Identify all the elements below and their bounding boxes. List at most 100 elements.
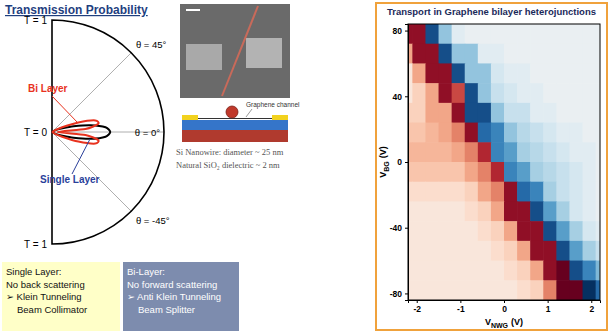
heatmap-cell: [569, 182, 583, 202]
heatmap-cell: [517, 221, 531, 241]
heatmap-cell: [583, 241, 597, 261]
tick-mark: [405, 162, 408, 163]
heatmap-cell: [596, 63, 600, 83]
tick-label: -2: [413, 304, 421, 314]
heatmap-cell: [439, 162, 453, 182]
note-box: Bi-Layer:No forward scattering➢ Anti Kle…: [123, 262, 239, 331]
heatmap-cell: [596, 280, 600, 300]
heatmap-cell: [478, 44, 492, 64]
heatmap-cell: [478, 103, 492, 123]
heatmap-cell: [556, 241, 570, 261]
heatmap-cell: [596, 44, 600, 64]
heatmap-cell: [556, 261, 570, 281]
axis-title-unit: (V): [378, 146, 388, 158]
heatmap-cell: [425, 103, 439, 123]
theta-tick-label: θ = 45°: [136, 39, 167, 50]
heatmap-cell: [452, 280, 466, 300]
tick-label: 2: [589, 304, 594, 314]
heatmap-cell: [412, 24, 426, 44]
heatmap-cell: [478, 162, 492, 182]
tick-mark: [405, 293, 408, 294]
heatmap-cell: [517, 261, 531, 281]
heatmap-cell: [425, 142, 439, 162]
heatmap-cell: [425, 182, 439, 202]
heatmap-cell: [530, 83, 544, 103]
note-line: ➢ Klein Tunneling: [6, 291, 82, 302]
heatmap-cell: [465, 83, 479, 103]
heatmap-cell: [517, 201, 531, 221]
heatmap-cell: [583, 24, 597, 44]
y-axis: -80-4004080: [390, 25, 409, 301]
heatmap-cell: [556, 123, 570, 143]
heatmap-cell: [425, 24, 439, 44]
heatmap-cell: [452, 162, 466, 182]
heatmap-cell: [556, 142, 570, 162]
heatmap-cell: [439, 201, 453, 221]
note-line: Beam Splitter: [138, 304, 195, 315]
y-axis-title: VBG(V): [378, 146, 390, 178]
heatmap-cell: [543, 83, 557, 103]
heatmap-cell: [530, 201, 544, 221]
heatmap-cell: [583, 201, 597, 221]
polar-plot: [52, 20, 164, 244]
label-pointer: [246, 109, 252, 117]
heatmap-cell: [491, 261, 505, 281]
heatmap-cell: [569, 241, 583, 261]
heatmap-cell: [530, 24, 544, 44]
heatmap-cell: [530, 103, 544, 123]
heatmap-cell: [569, 261, 583, 281]
heatmap-cell: [543, 201, 557, 221]
heatmap-cell: [425, 63, 439, 83]
heatmap-cell: [465, 142, 479, 162]
tick-mark: [417, 300, 418, 303]
heatmap-cell: [583, 63, 597, 83]
heatmap-cell: [543, 261, 557, 281]
heatmap-cell: [517, 241, 531, 261]
heatmap-cell: [543, 221, 557, 241]
heatmap-cell: [425, 44, 439, 64]
sem-background: [180, 4, 290, 98]
tick: -80: [390, 289, 408, 299]
heatmap-cell: [452, 103, 466, 123]
tick-mark: [405, 96, 408, 97]
heatmap-cell: [439, 83, 453, 103]
heatmap-cell: [412, 142, 426, 162]
heatmap-cell: [425, 83, 439, 103]
heatmap-cell: [596, 201, 600, 221]
heatmap-cell: [478, 221, 492, 241]
heatmap-cell: [556, 162, 570, 182]
note-line: ➢ Anti Klein Tunneling: [127, 291, 221, 302]
heatmap-cell: [412, 83, 426, 103]
slide: Transmission ProbabilityT = 0T = 1T = 1θ…: [0, 0, 610, 333]
heatmap-cell: [596, 241, 600, 261]
note-line: Beam Collimator: [17, 304, 87, 315]
heatmap-cell: [491, 241, 505, 261]
tick: 2: [589, 300, 594, 314]
heatmap-cell: [504, 24, 518, 44]
heatmap-cell: [543, 24, 557, 44]
heatmap-cell: [491, 182, 505, 202]
heatmap-cell: [504, 103, 518, 123]
heatmap-cell: [425, 241, 439, 261]
heatmap-cell: [412, 221, 426, 241]
heatmap-cell: [412, 162, 426, 182]
heatmap-cell: [478, 142, 492, 162]
heatmap-cell: [452, 142, 466, 162]
heatmap-cell: [556, 280, 570, 300]
heatmap-cell: [412, 63, 426, 83]
heatmap-cell: [452, 24, 466, 44]
heatmap-cell: [412, 123, 426, 143]
heatmap-cell: [543, 280, 557, 300]
heatmap-cell: [583, 123, 597, 143]
heatmap-cell: [465, 24, 479, 44]
heatmap-cell: [596, 221, 600, 241]
heatmap-cell: [504, 83, 518, 103]
heatmap-cell: [452, 241, 466, 261]
heatmap-cell: [504, 142, 518, 162]
heatmap-cell: [517, 162, 531, 182]
nanowire-section: [226, 106, 238, 118]
heatmap-cell: [412, 44, 426, 64]
heatmap-cell: [596, 103, 600, 123]
contact: [272, 115, 288, 120]
heatmap-cell: [583, 142, 597, 162]
